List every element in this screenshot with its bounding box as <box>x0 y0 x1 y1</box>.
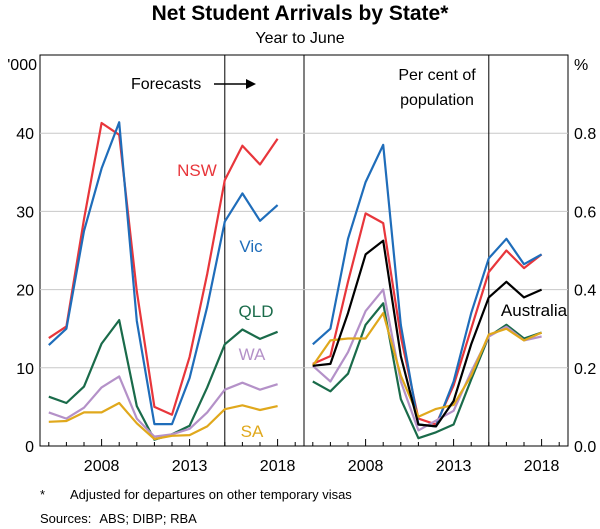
series-line-vic <box>48 121 279 426</box>
x-tick-label: 2013 <box>436 458 472 475</box>
chart-title: Net Student Arrivals by State* <box>151 2 449 25</box>
sources: Sources: ABS; DIBP; RBA <box>40 511 197 526</box>
footnote: * Adjusted for departures on other tempor… <box>40 487 352 502</box>
series-line-qld <box>312 302 542 440</box>
x-tick-label: 2008 <box>348 458 384 475</box>
percent-annotation-line1: Per cent of <box>398 67 476 84</box>
series-label-sa: SA <box>241 422 264 441</box>
series-line-nsw <box>312 212 543 426</box>
y-tick-left: 10 <box>16 361 34 378</box>
series-line-sa <box>311 312 543 418</box>
forecasts-arrow-head <box>246 79 256 89</box>
series-label-australia: Australia <box>501 301 568 320</box>
sources-text: ABS; DIBP; RBA <box>99 511 197 526</box>
y-tick-left: 30 <box>16 204 34 221</box>
sources-label: Sources: <box>40 511 92 526</box>
series-label-wa: WA <box>239 345 266 364</box>
x-tick-label: 2008 <box>84 458 120 475</box>
y-tick-right: 0.0 <box>574 439 596 456</box>
y-unit-left: '000 <box>7 57 37 74</box>
y-tick-right: 0.2 <box>574 361 596 378</box>
chart-area: 0 0.0 10 0.2 20 0.4 30 0.6 40 0.8 '000 % 2008 2013 201… <box>7 54 596 475</box>
series-label-vic: Vic <box>239 237 263 256</box>
x-tick-label: 2018 <box>260 458 296 475</box>
x-tick-label: 2013 <box>172 458 208 475</box>
forecasts-annotation: Forecasts <box>131 76 201 93</box>
chart-subtitle: Year to June <box>255 30 345 47</box>
x-tick-label: 2018 <box>524 458 560 475</box>
percent-annotation-line2: population <box>400 92 474 109</box>
footnote-mark: * <box>40 487 46 502</box>
series-line-australia <box>312 239 543 428</box>
y-tick-left: 20 <box>16 283 34 300</box>
footnote-text: Adjusted for departures on other tempora… <box>70 487 352 502</box>
series-line-nsw <box>48 121 279 416</box>
series-label-qld: QLD <box>239 302 274 321</box>
series-label-nsw: NSW <box>177 161 217 180</box>
y-tick-right: 0.4 <box>574 283 596 300</box>
y-tick-left: 0 <box>25 439 34 456</box>
y-tick-left: 40 <box>16 126 34 143</box>
series-line-wa <box>48 375 278 438</box>
y-tick-right: 0.6 <box>574 204 596 221</box>
series-line-sa <box>48 401 278 441</box>
y-unit-right: % <box>574 57 588 74</box>
y-tick-right: 0.8 <box>574 126 596 143</box>
